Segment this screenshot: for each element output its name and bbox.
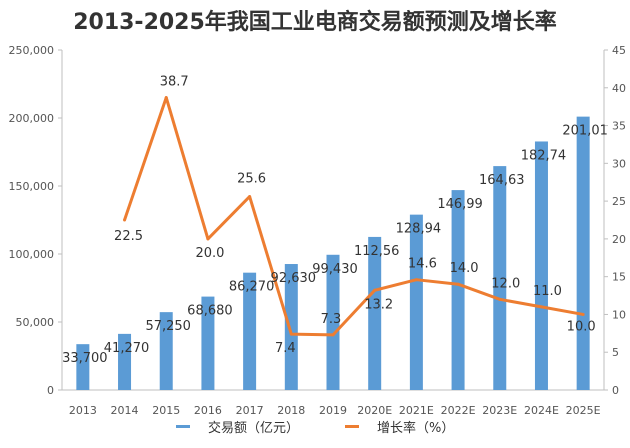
- line-data-label: 11.0: [533, 284, 562, 299]
- right-tick-label: 30: [612, 157, 626, 170]
- bar-data-label: 41,270: [104, 341, 150, 356]
- line-data-label: 25.6: [237, 172, 266, 187]
- bar-data-label: 146,99: [437, 197, 483, 212]
- right-tick-label: 15: [612, 271, 626, 284]
- growth-line: [123, 96, 584, 337]
- bar-data-label: 99,430: [312, 262, 358, 277]
- growth-point: [164, 96, 168, 100]
- x-tick-label: 2022E: [441, 404, 476, 417]
- bar: [284, 264, 298, 390]
- bar: [409, 214, 423, 390]
- chart-title: 2013-2025年我国工业电商交易额预测及增长率: [73, 10, 557, 35]
- bar-data-label: 68,680: [187, 304, 233, 319]
- bar: [576, 116, 590, 390]
- growth-point: [206, 237, 210, 241]
- growth-point: [331, 333, 335, 337]
- bar-data-label: 33,700: [62, 351, 108, 366]
- legend-label-bar: 交易额（亿元）: [208, 420, 299, 436]
- bar: [243, 272, 257, 390]
- bar: [534, 141, 548, 390]
- right-tick-label: 20: [612, 233, 626, 246]
- x-tick-label: 2018: [277, 404, 305, 417]
- left-tick-label: 50,000: [16, 316, 55, 329]
- growth-point: [289, 332, 293, 336]
- legend-swatch-bar: [176, 425, 190, 428]
- x-tick-label: 2023E: [482, 404, 517, 417]
- x-tick-label: 2015: [152, 404, 180, 417]
- bar: [76, 344, 90, 390]
- right-tick-label: 40: [612, 82, 626, 95]
- line-data-label: 14.6: [408, 257, 437, 272]
- bar-data-label: 112,56: [354, 244, 400, 259]
- bar-data-label: 86,270: [229, 280, 275, 295]
- x-tick-label: 2016: [194, 404, 222, 417]
- right-tick-label: 10: [612, 308, 626, 321]
- line-data-label: 7.4: [275, 341, 296, 356]
- bar-data-label: 201,01: [562, 124, 608, 139]
- x-tick-label: 2021E: [399, 404, 434, 417]
- line-data-label: 10.0: [567, 319, 596, 334]
- right-tick-label: 5: [612, 346, 619, 359]
- line-data-label: 22.5: [114, 229, 143, 244]
- line-data-label: 7.3: [321, 312, 342, 327]
- bar: [493, 166, 507, 390]
- x-tick-label: 2020E: [357, 404, 392, 417]
- growth-point: [581, 312, 585, 316]
- line-data-label: 20.0: [195, 246, 224, 261]
- bar-data-label: 92,630: [271, 271, 317, 286]
- growth-point: [498, 297, 502, 301]
- x-tick-label: 2024E: [524, 404, 559, 417]
- growth-point: [123, 218, 127, 222]
- x-tick-label: 2013: [69, 404, 97, 417]
- left-tick-label: 100,000: [9, 248, 55, 261]
- right-tick-label: 35: [612, 120, 626, 133]
- growth-point: [456, 282, 460, 286]
- x-tick-label: 2025E: [566, 404, 601, 417]
- legend-swatch-line: [345, 425, 359, 428]
- left-tick-label: 250,000: [9, 44, 55, 57]
- right-tick-label: 45: [612, 44, 626, 57]
- x-tick-label: 2017: [236, 404, 264, 417]
- right-tick-label: 0: [612, 384, 619, 397]
- line-data-label: 38.7: [160, 75, 189, 90]
- right-tick-label: 25: [612, 195, 626, 208]
- growth-point: [539, 305, 543, 309]
- growth-point: [414, 278, 418, 282]
- bar-data-label: 128,94: [396, 222, 442, 237]
- x-tick-label: 2019: [319, 404, 347, 417]
- bar-data-label: 182,74: [521, 148, 567, 163]
- bar: [326, 254, 340, 390]
- left-tick-label: 0: [47, 384, 54, 397]
- left-tick-label: 150,000: [9, 180, 55, 193]
- legend-label-line: 增长率（%）: [377, 420, 454, 436]
- bar-data-label: 57,250: [145, 319, 191, 334]
- line-data-label: 13.2: [364, 297, 393, 312]
- growth-point: [373, 288, 377, 292]
- line-data-label: 12.0: [491, 276, 520, 291]
- bar: [368, 236, 382, 390]
- bar: [451, 190, 465, 390]
- bar: [159, 312, 173, 390]
- x-tick-label: 2014: [111, 404, 139, 417]
- line-data-label: 14.0: [450, 261, 479, 276]
- left-tick-label: 200,000: [9, 112, 55, 125]
- bar-data-label: 164,63: [479, 173, 525, 188]
- bar: [201, 296, 215, 390]
- bar: [118, 333, 132, 390]
- growth-point: [248, 195, 252, 199]
